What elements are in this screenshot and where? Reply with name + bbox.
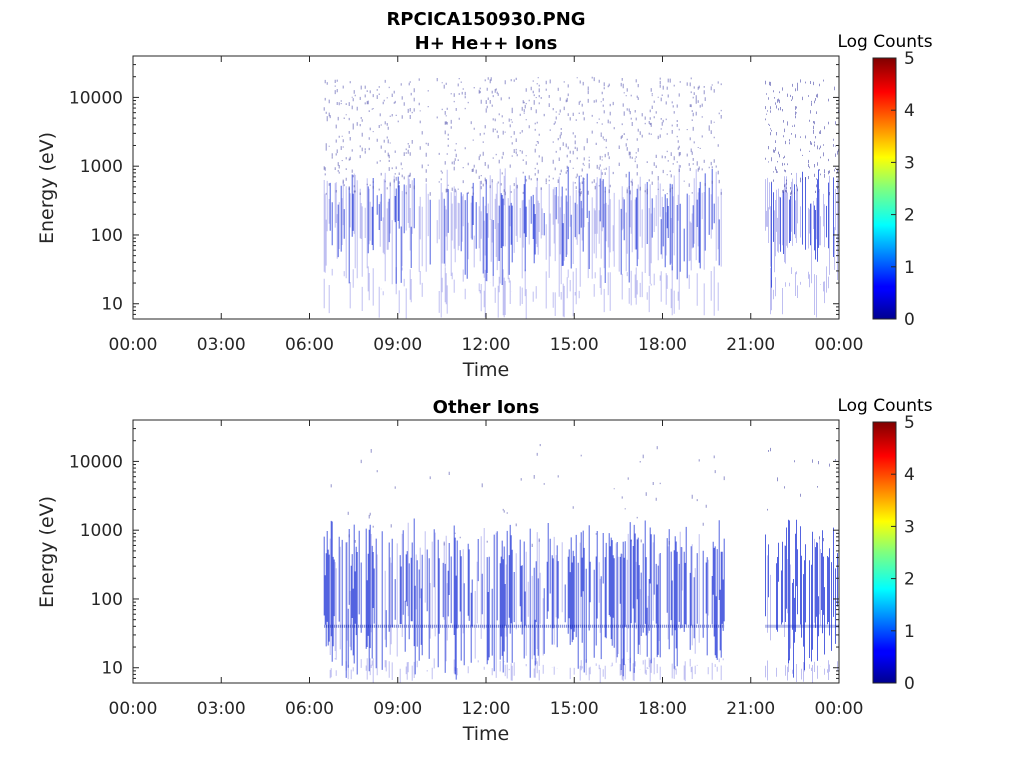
x-tick-label: 15:00 (550, 335, 599, 355)
y-tick-label: 10000 (69, 452, 123, 472)
colorbar (872, 421, 897, 684)
colorbar-tick-label: 4 (904, 101, 915, 121)
y-axis-label: Energy (eV) (36, 132, 58, 244)
x-axis-label: Time (462, 723, 510, 745)
y-tick-label: 100 (91, 226, 123, 246)
higher-count-streaks (323, 518, 838, 680)
y-ticks: 10 100 1000 10000 (69, 419, 839, 684)
x-tick-label: 00:00 (815, 699, 864, 719)
y-tick-label: 100 (91, 590, 123, 610)
x-tick-label: 00:00 (109, 699, 158, 719)
colorbar-tick-label: 2 (904, 570, 915, 590)
colorbar-title: Log Counts (837, 32, 932, 52)
figure-title: RPCICA150930.PNG (386, 9, 585, 30)
colorbar-tick-label: 0 (904, 310, 915, 330)
x-tick-label: 18:00 (638, 699, 687, 719)
x-ticks: 00:00 03:00 06:00 09:00 12:00 15:00 18:00 21:00… (109, 56, 864, 355)
x-tick-label: 09:00 (373, 699, 422, 719)
x-tick-label: 09:00 (373, 335, 422, 355)
x-tick-label: 21:00 (726, 699, 775, 719)
colorbar-tick-label: 1 (904, 622, 915, 642)
panel-title: Other Ions (433, 397, 540, 418)
colorbar-tick-label: 3 (904, 153, 915, 173)
colorbar-tick-label: 3 (904, 517, 915, 537)
x-tick-label: 15:00 (550, 699, 599, 719)
y-tick-label: 10 (101, 659, 123, 679)
colorbar (872, 57, 897, 320)
higher-count-streaks (329, 166, 834, 288)
y-axis-label: Energy (eV) (36, 496, 58, 608)
y-tick-label: 1000 (80, 157, 123, 177)
y-ticks: 10 100 1000 10000 (69, 55, 839, 320)
high-energy-counts (323, 76, 839, 197)
y-tick-label: 10000 (69, 88, 123, 108)
plot-frame (132, 419, 840, 684)
colorbar-tick-label: 2 (904, 206, 915, 226)
high-energy-counts (330, 444, 836, 547)
colorbar-ticks: 0 1 2 3 4 5 (891, 413, 915, 694)
x-tick-label: 06:00 (285, 335, 334, 355)
x-tick-label: 21:00 (726, 335, 775, 355)
low-count-streaks (323, 164, 839, 319)
colorbar-tick-label: 0 (904, 674, 915, 694)
colorbar-tick-label: 1 (904, 258, 915, 278)
panel-title: H+ He++ Ions (415, 33, 558, 54)
x-tick-label: 03:00 (197, 335, 246, 355)
x-tick-label: 18:00 (638, 335, 687, 355)
x-tick-label: 00:00 (109, 335, 158, 355)
x-tick-label: 12:00 (462, 335, 511, 355)
x-axis-label: Time (462, 359, 510, 381)
x-tick-label: 00:00 (815, 335, 864, 355)
colorbar-title: Log Counts (837, 396, 932, 416)
x-tick-label: 12:00 (462, 699, 511, 719)
low-count-streaks (329, 522, 838, 683)
colorbar-tick-label: 5 (904, 49, 915, 69)
x-ticks: 00:00 03:00 06:00 09:00 12:00 15:00 18:00 21:00… (109, 420, 864, 719)
colorbar-ticks: 0 1 2 3 4 5 (891, 49, 915, 330)
colorbar-tick-label: 5 (904, 413, 915, 433)
colorbar-tick-label: 4 (904, 465, 915, 485)
x-tick-label: 03:00 (197, 699, 246, 719)
spectrogram-marks (323, 76, 839, 319)
x-tick-label: 06:00 (285, 699, 334, 719)
spectrogram-marks (323, 444, 839, 683)
y-tick-label: 10 (101, 295, 123, 315)
y-tick-label: 1000 (80, 521, 123, 541)
